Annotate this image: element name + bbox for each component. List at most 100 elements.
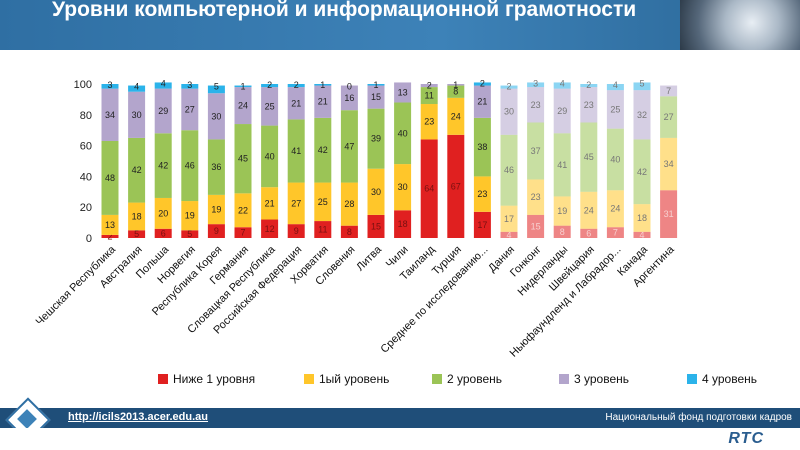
bar-segment bbox=[527, 82, 545, 88]
bar-segment bbox=[128, 202, 146, 231]
bar-segment bbox=[181, 88, 199, 131]
bar-segment bbox=[261, 125, 279, 188]
bar-segment bbox=[128, 137, 146, 203]
data-label: 16 bbox=[344, 93, 354, 103]
bar-segment bbox=[447, 84, 465, 86]
data-label: 42 bbox=[132, 165, 142, 175]
data-label: 25 bbox=[265, 101, 275, 111]
bar-segment bbox=[580, 87, 598, 123]
bar-segment bbox=[447, 85, 465, 98]
bar-segment bbox=[580, 228, 598, 238]
data-label: 46 bbox=[185, 161, 195, 171]
bar-segment bbox=[340, 225, 358, 238]
bar-segment bbox=[420, 139, 438, 238]
y-tick-label: 60 bbox=[80, 141, 92, 153]
data-label: 8 bbox=[453, 87, 458, 97]
category-label: Литва bbox=[354, 243, 384, 273]
bar-segment bbox=[207, 224, 225, 238]
bar-segment bbox=[261, 84, 279, 88]
legend-label: 3 уровень bbox=[574, 372, 629, 386]
bar-segment bbox=[314, 221, 332, 238]
data-label: 13 bbox=[105, 220, 115, 230]
data-label: 12 bbox=[265, 224, 275, 234]
legend-label: 1ый уровень bbox=[319, 372, 389, 386]
bar-segment bbox=[314, 84, 332, 86]
data-label: 24 bbox=[238, 101, 248, 111]
data-label: 25 bbox=[610, 104, 620, 114]
data-label: 23 bbox=[584, 100, 594, 110]
data-label: 18 bbox=[132, 211, 142, 221]
bar-segment bbox=[553, 225, 571, 238]
bar-segment bbox=[207, 85, 225, 94]
data-label: 42 bbox=[158, 161, 168, 171]
bar-segment bbox=[128, 85, 146, 92]
data-label: 46 bbox=[504, 165, 514, 175]
bar-segment bbox=[633, 231, 651, 238]
data-label: 3 bbox=[187, 80, 192, 90]
data-label: 17 bbox=[504, 214, 514, 224]
bar-segment bbox=[261, 219, 279, 238]
data-label: 9 bbox=[294, 226, 299, 236]
bar-segment bbox=[580, 122, 598, 192]
data-label: 67 bbox=[451, 181, 461, 191]
bar-segment bbox=[287, 224, 305, 238]
y-tick-label: 80 bbox=[80, 110, 92, 122]
data-label: 2 bbox=[294, 80, 299, 90]
corner-decorative-image bbox=[680, 0, 800, 50]
data-label: 42 bbox=[318, 145, 328, 155]
bar-segment bbox=[394, 210, 412, 238]
data-label: 40 bbox=[610, 154, 620, 164]
bar-segment bbox=[154, 133, 172, 198]
rtc-logo: RTC bbox=[728, 430, 764, 447]
data-label: 24 bbox=[610, 204, 620, 214]
data-label: 27 bbox=[185, 104, 195, 114]
data-label: 41 bbox=[291, 146, 301, 156]
bar-segment bbox=[234, 85, 252, 88]
legend-label: 2 уровень bbox=[447, 372, 502, 386]
bar-segment bbox=[101, 84, 119, 89]
data-label: 30 bbox=[132, 110, 142, 120]
bottom-strip bbox=[0, 428, 800, 450]
data-label: 32 bbox=[637, 110, 647, 120]
bar-segment bbox=[633, 204, 651, 232]
data-label: 5 bbox=[187, 229, 192, 239]
bar-segment bbox=[633, 139, 651, 205]
bar-segment bbox=[447, 134, 465, 238]
data-label: 40 bbox=[398, 128, 408, 138]
footer-organization: Национальный фонд подготовки кадров bbox=[605, 412, 792, 423]
y-tick-label: 0 bbox=[86, 233, 92, 245]
data-label: 23 bbox=[531, 100, 541, 110]
bar-segment bbox=[553, 133, 571, 197]
footer-url-link[interactable]: http://icils2013.acer.edu.au bbox=[68, 411, 209, 423]
bar-segment bbox=[154, 82, 172, 89]
bar-segment bbox=[394, 82, 412, 103]
data-label: 19 bbox=[211, 205, 221, 215]
data-label: 1 bbox=[320, 80, 325, 90]
bar-segment bbox=[367, 168, 385, 215]
bar-segment bbox=[527, 122, 545, 180]
legend-label: 4 уровень bbox=[702, 372, 757, 386]
data-label: 3 bbox=[107, 80, 112, 90]
footer-bar: http://icils2013.acer.edu.au Национальны… bbox=[0, 408, 800, 428]
data-label: 11 bbox=[318, 225, 327, 235]
bar-segment bbox=[101, 88, 119, 141]
data-label: 11 bbox=[425, 91, 434, 101]
data-label: 9 bbox=[214, 226, 219, 236]
data-label: 29 bbox=[158, 106, 168, 116]
data-label: 36 bbox=[211, 162, 221, 172]
bar-segment bbox=[128, 230, 146, 238]
bar-segment bbox=[500, 134, 518, 206]
bar-segment bbox=[420, 87, 438, 105]
bar-segment bbox=[287, 87, 305, 120]
data-label: 3 bbox=[533, 78, 538, 88]
bar-segment bbox=[660, 190, 678, 238]
data-label: 34 bbox=[105, 110, 115, 120]
y-tick-label: 40 bbox=[80, 171, 92, 183]
data-label: 6 bbox=[161, 228, 166, 238]
data-label: 45 bbox=[238, 154, 248, 164]
data-label: 4 bbox=[161, 78, 166, 88]
bar-segment bbox=[340, 110, 358, 183]
data-label: 28 bbox=[344, 199, 354, 209]
data-label: 24 bbox=[451, 111, 461, 121]
